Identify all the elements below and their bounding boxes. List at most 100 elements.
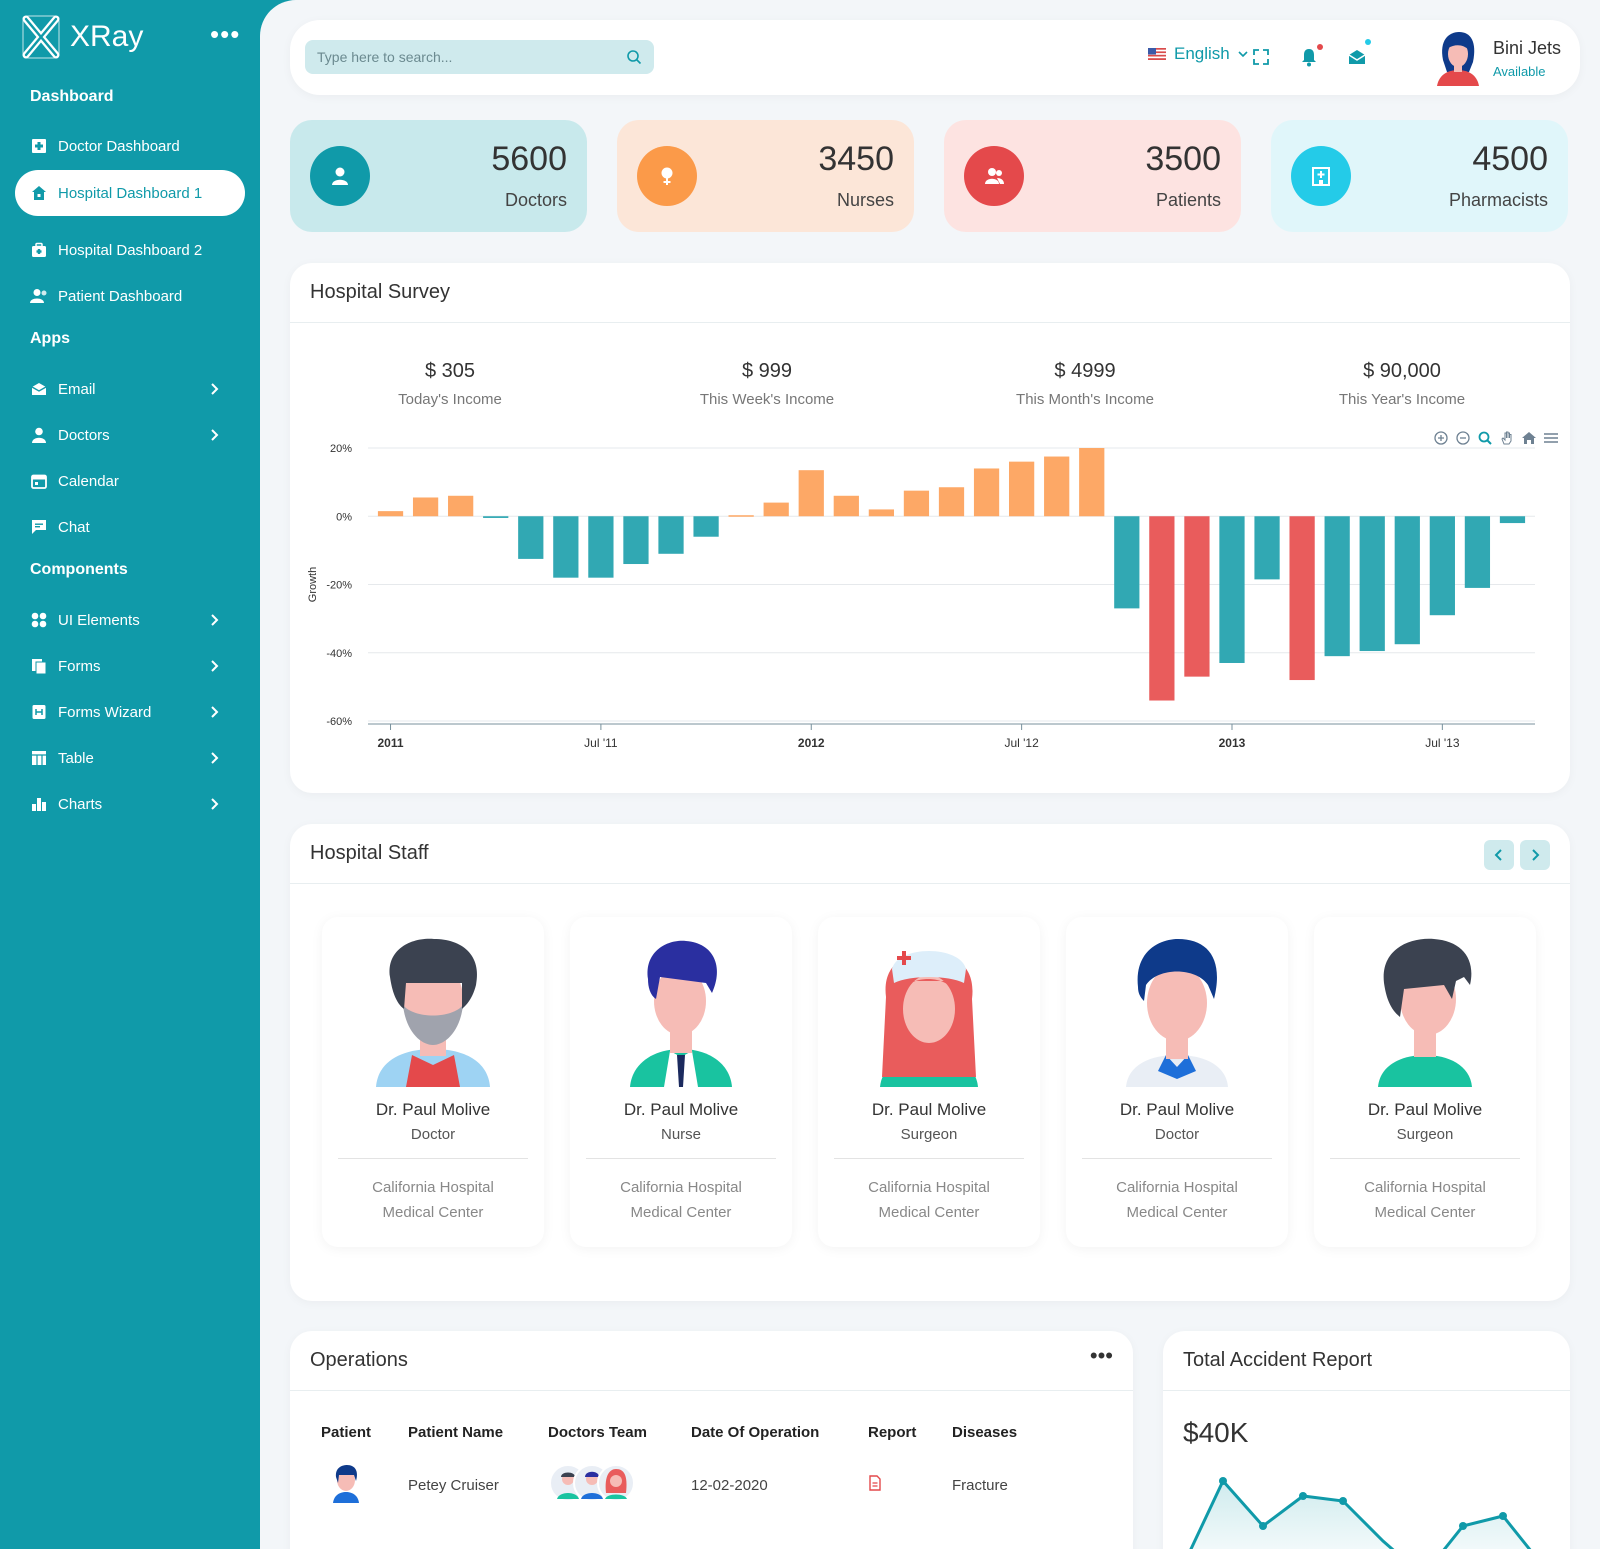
staff-card[interactable]: Dr. Paul Molive Nurse California Hospita… bbox=[570, 917, 792, 1247]
pan-hand-icon[interactable] bbox=[1498, 429, 1516, 447]
stat-card-doctors[interactable]: 5600 Doctors bbox=[290, 120, 587, 232]
income-year: $ 90,000 This Year's Income bbox=[1262, 360, 1542, 408]
more-menu-icon[interactable]: ••• bbox=[210, 19, 241, 49]
user-name[interactable]: Bini Jets bbox=[1493, 38, 1562, 58]
chart-menu-icon[interactable] bbox=[1542, 429, 1560, 447]
column-header: Patient bbox=[321, 1424, 372, 1441]
chevron-right-icon bbox=[1532, 849, 1540, 861]
staff-card[interactable]: Dr. Paul Molive Doctor California Hospit… bbox=[322, 917, 544, 1247]
staff-org-line2: Medical Center bbox=[878, 1204, 980, 1221]
chevron-right-icon bbox=[211, 752, 219, 764]
chevron-right-icon bbox=[211, 706, 219, 718]
doctor-avatar bbox=[1126, 939, 1228, 1087]
sidebar-item-label: Table bbox=[58, 749, 94, 767]
user-status: Available bbox=[1493, 64, 1546, 79]
sidebar-item-hospital-dashboard-1[interactable]: Hospital Dashboard 1 bbox=[15, 170, 245, 216]
sidebar-item-ui-elements[interactable]: UI Elements bbox=[15, 597, 245, 643]
stat-value: 3500 bbox=[1145, 140, 1221, 178]
card-title: Hospital Survey bbox=[310, 281, 451, 303]
zoom-selection-icon[interactable] bbox=[1476, 429, 1494, 447]
sidebar-item-forms-wizard[interactable]: Forms Wizard bbox=[15, 689, 245, 735]
sparkline-point bbox=[1459, 1522, 1467, 1530]
prev-button[interactable] bbox=[1484, 840, 1514, 870]
divider bbox=[586, 1158, 776, 1159]
income-label: Today's Income bbox=[398, 391, 502, 408]
staff-org-line2: Medical Center bbox=[1126, 1204, 1228, 1221]
staff-card[interactable]: Dr. Paul Molive Surgeon California Hospi… bbox=[1314, 917, 1536, 1247]
stat-card-patients[interactable]: 3500 Patients bbox=[944, 120, 1241, 232]
report-cell bbox=[857, 1451, 941, 1519]
chart-toolbar bbox=[1432, 429, 1560, 447]
section-dashboard: Dashboard bbox=[30, 88, 114, 105]
divider bbox=[290, 1390, 1133, 1391]
stat-card-nurses[interactable]: 3450 Nurses bbox=[617, 120, 914, 232]
chart-bar bbox=[1149, 516, 1175, 701]
users-icon bbox=[30, 287, 48, 305]
staff-card[interactable]: Dr. Paul Molive Doctor California Hospit… bbox=[1066, 917, 1288, 1247]
income-value: $ 4999 bbox=[1054, 360, 1116, 382]
zoom-in-icon[interactable] bbox=[1432, 429, 1450, 447]
y-tick-label: -40% bbox=[326, 648, 352, 660]
chevron-right-icon bbox=[211, 614, 219, 626]
patient-icon bbox=[985, 168, 1004, 184]
operation-date: 12-02-2020 bbox=[691, 1476, 768, 1494]
stat-card-pharmacists[interactable]: 4500 Pharmacists bbox=[1271, 120, 1568, 232]
main-content: English Bini Jets Available 5600 Doctors… bbox=[260, 0, 1600, 1549]
sidebar-item-hospital-dashboard-2[interactable]: Hospital Dashboard 2 bbox=[15, 227, 245, 273]
brand[interactable]: XRay bbox=[22, 14, 143, 60]
sidebar-item-email[interactable]: Email bbox=[15, 366, 245, 412]
chart-bar bbox=[763, 502, 789, 517]
mail-icon[interactable] bbox=[1346, 46, 1368, 68]
sidebar-item-charts[interactable]: Charts bbox=[15, 781, 245, 827]
zoom-out-icon[interactable] bbox=[1454, 429, 1472, 447]
reset-home-icon[interactable] bbox=[1520, 429, 1538, 447]
income-label: This Week's Income bbox=[699, 391, 835, 408]
staff-role: Surgeon bbox=[1396, 1126, 1454, 1143]
sidebar-item-table[interactable]: Table bbox=[15, 735, 245, 781]
stat-label: Doctors bbox=[504, 190, 567, 210]
sidebar-item-chat[interactable]: Chat bbox=[15, 504, 245, 550]
operations-card: Operations ••• Patient Patient Name Doct… bbox=[290, 1331, 1133, 1549]
report-file-icon[interactable] bbox=[868, 1475, 882, 1491]
search-input[interactable] bbox=[317, 49, 626, 65]
language-selector[interactable]: English bbox=[1148, 44, 1250, 64]
next-button[interactable] bbox=[1520, 840, 1550, 870]
chart-bar bbox=[1464, 516, 1491, 588]
staff-name: Dr. Paul Molive bbox=[1119, 1100, 1235, 1119]
sidebar-item-label: Doctors bbox=[58, 426, 110, 444]
accident-value: $40K bbox=[1183, 1417, 1249, 1448]
sidebar-item-forms[interactable]: Forms bbox=[15, 643, 245, 689]
sidebar-item-label: Hospital Dashboard 2 bbox=[58, 241, 203, 259]
chart-bar bbox=[1044, 456, 1070, 517]
sparkline-point bbox=[1259, 1522, 1267, 1530]
operations-table: Patient Patient Name Doctors Team Date O… bbox=[310, 1414, 1110, 1519]
chart-bar bbox=[412, 497, 439, 517]
calendar-icon bbox=[30, 472, 48, 490]
fullscreen-icon[interactable] bbox=[1250, 46, 1272, 68]
chart-bar bbox=[1114, 516, 1140, 609]
income-label: This Month's Income bbox=[1016, 391, 1154, 408]
staff-org-line1: California Hospital bbox=[868, 1179, 990, 1196]
sidebar-item-doctor-dashboard[interactable]: Doctor Dashboard bbox=[15, 123, 245, 169]
chart-bar bbox=[693, 516, 719, 537]
chart-bar bbox=[1254, 516, 1280, 580]
sidebar-item-label: Email bbox=[58, 380, 96, 398]
staff-org-line1: California Hospital bbox=[1116, 1179, 1238, 1196]
staff-org-line1: California Hospital bbox=[1364, 1179, 1486, 1196]
sidebar-item-patient-dashboard[interactable]: Patient Dashboard bbox=[15, 273, 245, 319]
staff-card[interactable]: Dr. Paul Molive Surgeon California Hospi… bbox=[818, 917, 1040, 1247]
sidebar-item-doctors[interactable]: Doctors bbox=[15, 412, 245, 458]
table-row[interactable]: Petey Cruiser 12-02-2020 Fracture bbox=[310, 1451, 1110, 1519]
search-icon[interactable] bbox=[626, 49, 642, 65]
more-options-icon[interactable]: ••• bbox=[1089, 1343, 1113, 1368]
staff-org-line1: California Hospital bbox=[372, 1179, 494, 1196]
chart-bar bbox=[553, 516, 579, 578]
x-tick-label: 2011 bbox=[378, 736, 404, 750]
sidebar-item-calendar[interactable]: Calendar bbox=[15, 458, 245, 504]
accident-sparkline bbox=[1189, 1477, 1532, 1549]
notification-dot bbox=[1317, 44, 1323, 50]
doctors-team-avatars[interactable] bbox=[548, 1463, 638, 1503]
user-avatar[interactable] bbox=[1435, 30, 1481, 86]
bell-icon[interactable] bbox=[1298, 46, 1320, 68]
y-axis-label: Growth bbox=[307, 567, 319, 602]
